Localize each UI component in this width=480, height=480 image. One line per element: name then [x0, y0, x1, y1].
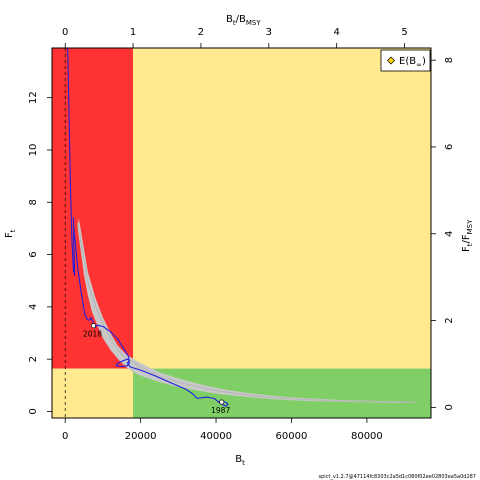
- x-tick-label: 40000: [200, 431, 232, 442]
- legend-diamond-icon: [387, 56, 395, 65]
- left-axis: 0 2 4 6 8 10 12: [28, 91, 52, 415]
- x-tick-label: 0: [62, 431, 68, 442]
- top-tick-label: 4: [333, 27, 339, 38]
- start-year-label: 1987: [211, 406, 230, 415]
- y-tick-label: 8: [28, 199, 39, 205]
- y-axis-title: Ft: [4, 229, 17, 238]
- top-tick-label: 2: [198, 27, 204, 38]
- equilibrium-curve: [77, 223, 416, 403]
- y-tick-label: 2: [28, 356, 39, 362]
- overfished-zone: [52, 368, 134, 418]
- y-tick-label: 4: [28, 304, 39, 310]
- footer-version: spict_v1.2.7@47114fc8303c2a5d1c080f02ee0…: [319, 474, 477, 480]
- right-tick-label: 2: [444, 317, 455, 323]
- y-tick-label: 12: [28, 91, 39, 104]
- right-tick-label: 0: [444, 404, 455, 410]
- right-tick-label: 4: [444, 231, 455, 237]
- top-tick-label: 1: [130, 27, 136, 38]
- overfishing-overfished-zone: [52, 48, 134, 369]
- bottom-axis: 0 20000 40000 60000 80000: [62, 418, 383, 442]
- y-tick-label: 0: [28, 408, 39, 414]
- top-tick-label: 3: [266, 27, 272, 38]
- trajectory-line: [66, 47, 229, 407]
- end-year-label: 2018: [83, 330, 102, 339]
- legend-label: E(B∞): [399, 56, 426, 69]
- right-tick-label: 8: [444, 57, 455, 63]
- top-tick-label: 0: [62, 27, 68, 38]
- legend: E(B∞): [380, 49, 431, 72]
- y-tick-label: 10: [28, 144, 39, 157]
- plot-frame: [51, 47, 432, 419]
- top-tick-label: 5: [401, 27, 407, 38]
- right-axis: 0 2 4 6 8: [431, 57, 455, 411]
- top-axis-title: Bt/BMSY: [226, 14, 261, 27]
- right-tick-label: 6: [444, 144, 455, 150]
- overfishing-zone: [133, 48, 431, 369]
- zone-layer: [52, 48, 431, 418]
- start-point-marker: [219, 399, 225, 405]
- x-tick-label: 60000: [276, 431, 308, 442]
- x-axis-title: Bt: [235, 454, 245, 467]
- right-axis-title: Ft/FMSY: [461, 219, 474, 252]
- top-axis: 0 1 2 3 4 5: [62, 27, 408, 48]
- x-tick-label: 20000: [125, 431, 157, 442]
- x-tick-label: 80000: [351, 431, 383, 442]
- end-point-marker: [90, 323, 97, 329]
- healthy-zone: [133, 368, 431, 418]
- y-tick-label: 6: [28, 251, 39, 257]
- legend-box: [380, 49, 431, 72]
